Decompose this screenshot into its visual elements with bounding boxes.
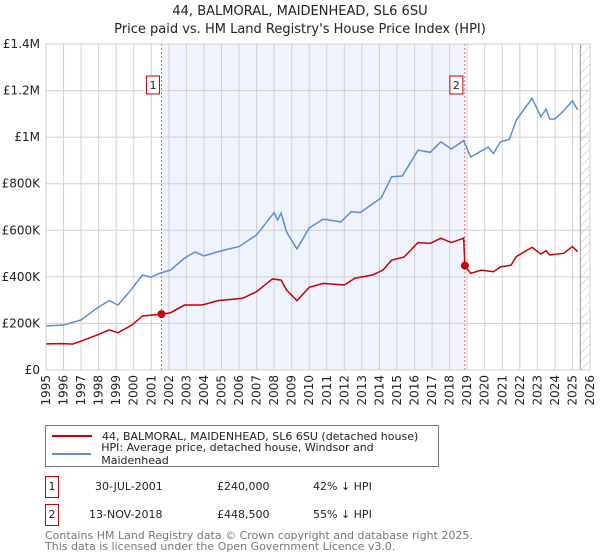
x-tick-label: 2005 <box>214 375 228 406</box>
shaded-period <box>161 44 465 370</box>
sale-point <box>460 261 469 270</box>
sale-price: £448,500 <box>217 508 270 521</box>
x-tick-label: 2001 <box>144 375 158 406</box>
footer-copyright: Contains HM Land Registry data © Crown c… <box>45 529 473 542</box>
sale-row: 1 30-JUL-2001 £240,000 42% ↓ HPI <box>45 476 545 498</box>
plot-border <box>45 43 591 371</box>
x-tick-label: 1996 <box>57 375 71 406</box>
chart-plot: 1995 1996 1997 1998 1999 2000 2001 2002 2003 2004… <box>2 37 597 406</box>
legend-label-property: 44, BALMORAL, MAIDENHEAD, SL6 6SU (detac… <box>102 429 419 443</box>
x-tick-label: 1999 <box>109 375 123 406</box>
legend: 44, BALMORAL, MAIDENHEAD, SL6 6SU (detac… <box>45 425 439 467</box>
x-tick-label: 2009 <box>285 375 299 406</box>
x-tick-label: 2007 <box>250 375 264 406</box>
y-tick-label: £400K <box>2 270 42 284</box>
x-tick-label: 2025 <box>565 375 579 406</box>
forecast-hatch <box>580 44 590 370</box>
x-tick-label: 2024 <box>548 375 562 406</box>
x-tick-label: 2004 <box>197 375 211 406</box>
x-tick-label: 2002 <box>162 375 176 406</box>
x-tick-label: 2021 <box>495 375 509 406</box>
y-tick-label: £0 <box>25 363 40 377</box>
x-tick-label: 2019 <box>460 375 474 406</box>
property-line <box>45 237 579 345</box>
chart-title: 44, BALMORAL, MAIDENHEAD, SL6 6SU <box>172 4 428 19</box>
sale-marker-box <box>449 75 464 95</box>
x-tick-label: 2006 <box>232 375 246 406</box>
y-tick-label: £1M <box>14 130 40 144</box>
sale-marker-box <box>145 75 160 95</box>
sale-price: £240,000 <box>217 480 270 493</box>
x-tick-label: 2003 <box>179 375 193 406</box>
x-tick-label: 2008 <box>267 375 281 406</box>
sale-marker-label: 1 <box>149 79 156 92</box>
x-tick-label: 2000 <box>127 375 141 406</box>
x-tick-label: 1998 <box>92 375 106 406</box>
x-tick-label: 1997 <box>74 375 88 406</box>
legend-label-hpi: HPI: Average price, detached house, Wind… <box>101 441 374 467</box>
chart-subtitle: Price paid vs. HM Land Registry's House … <box>114 22 486 37</box>
sale-marker-label: 2 <box>453 79 460 92</box>
sale-point <box>157 310 166 319</box>
x-tick-label: 2023 <box>530 375 544 406</box>
y-tick-label: £600K <box>2 223 42 237</box>
x-tick-label: 2014 <box>372 375 386 406</box>
x-tick-label: 1995 <box>39 375 53 406</box>
hpi-line <box>45 96 579 327</box>
x-tick-label: 2017 <box>425 375 439 406</box>
x-tick-label: 2010 <box>302 375 316 406</box>
sale-date: 13-NOV-2018 <box>89 508 163 521</box>
legend-swatch-hpi <box>52 453 92 455</box>
sale-row: 2 13-NOV-2018 £448,500 55% ↓ HPI <box>45 504 545 526</box>
sale-hpi-diff: 55% ↓ HPI <box>313 508 372 521</box>
x-tick-label: 2011 <box>320 375 334 406</box>
x-tick-label: 2013 <box>355 375 369 406</box>
x-tick-label: 2016 <box>408 375 422 406</box>
x-tick-label: 2022 <box>513 375 527 406</box>
y-tick-label: £200K <box>2 316 42 330</box>
y-tick-label: £1.4M <box>3 37 40 51</box>
sale-marker-label: 1 <box>45 476 59 498</box>
sale-marker-label: 2 <box>45 504 59 526</box>
footer-licence: This data is licensed under the Open Gov… <box>45 540 396 553</box>
sale-hpi-diff: 42% ↓ HPI <box>313 480 372 493</box>
x-tick-label: 2015 <box>390 375 404 406</box>
footer: Contains HM Land Registry data © Crown c… <box>45 530 473 552</box>
y-tick-label: £1.2M <box>3 84 40 98</box>
legend-swatch-property <box>52 435 92 437</box>
x-tick-label: 2020 <box>478 375 492 406</box>
x-tick-label: 2026 <box>583 375 597 406</box>
x-tick-label: 2012 <box>337 375 351 406</box>
x-tick-label: 2018 <box>443 375 457 406</box>
sale-date: 30-JUL-2001 <box>95 480 163 493</box>
y-tick-label: £800K <box>2 177 42 191</box>
